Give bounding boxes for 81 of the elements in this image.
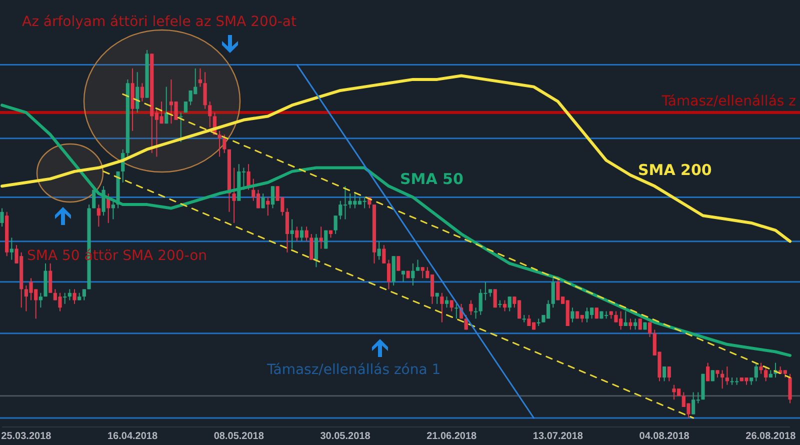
candlestick	[720, 370, 724, 390]
candlestick	[764, 366, 768, 382]
annotation: Támasz/ellenállás zóna 1	[266, 362, 441, 378]
candlestick	[232, 167, 236, 224]
candlestick	[759, 362, 763, 374]
candlestick	[82, 288, 86, 301]
candlestick	[469, 300, 473, 316]
candlestick	[570, 307, 574, 323]
x-tick-label: 16.04.2018	[107, 431, 158, 442]
ref-line-label: Támasz/ellenállás z	[660, 94, 796, 110]
candlestick	[266, 196, 270, 216]
candlestick	[624, 310, 628, 326]
candlestick	[522, 314, 526, 323]
candlestick	[440, 292, 444, 323]
x-tick-label: 08.05.2018	[214, 431, 264, 442]
candlestick	[295, 226, 299, 242]
candlestick	[203, 72, 207, 110]
candlestick	[396, 256, 400, 272]
candlestick	[474, 307, 478, 320]
candlestick	[270, 186, 275, 209]
candlestick	[382, 244, 386, 264]
candlestick	[706, 362, 710, 382]
candlestick	[96, 204, 100, 228]
candlestick	[72, 288, 76, 304]
candlestick	[508, 296, 512, 312]
candlestick	[38, 292, 42, 308]
candlestick	[450, 300, 454, 312]
candlestick	[788, 373, 792, 404]
candlestick	[648, 322, 652, 338]
candlestick	[222, 134, 226, 154]
x-tick-label: 26.08.2018	[746, 431, 796, 442]
candlestick	[102, 186, 106, 216]
candlestick	[493, 288, 497, 308]
x-tick-label: 13.07.2018	[532, 431, 584, 442]
candlestick	[411, 262, 415, 286]
candlestick	[179, 112, 183, 142]
series-label: SMA 200	[638, 161, 712, 179]
candlestick	[498, 300, 502, 308]
candlestick	[334, 215, 338, 234]
candlestick	[140, 82, 144, 102]
candlestick	[377, 240, 381, 260]
candlestick	[0, 208, 4, 228]
candlestick	[386, 259, 391, 290]
x-tick-label: 21.06.2018	[426, 431, 478, 442]
candlestick	[304, 226, 308, 242]
candlestick	[628, 318, 632, 330]
text: Az árfolyam áttöri lefele az SMA 200-at	[22, 14, 297, 30]
candlestick	[754, 362, 758, 382]
candlestick	[319, 226, 323, 250]
x-tick-label: 25.03.2018	[1, 431, 52, 442]
candlestick	[551, 278, 555, 308]
candlestick	[667, 366, 671, 382]
candlestick	[261, 193, 265, 209]
candlestick	[454, 303, 458, 320]
candlestick	[68, 288, 72, 301]
candlestick	[136, 72, 140, 114]
candlestick	[662, 366, 666, 382]
candlestick	[725, 366, 729, 386]
x-tick-label: 04.08.2018	[639, 431, 690, 442]
candlestick	[502, 300, 507, 312]
x-tick-label: 30.05.2018	[320, 431, 371, 442]
candlestick	[208, 101, 212, 128]
candlestick	[300, 226, 304, 242]
candlestick	[536, 318, 540, 326]
candlestick	[420, 266, 424, 279]
candlestick	[310, 234, 314, 260]
series-label: SMA 50	[400, 170, 464, 188]
candlestick	[290, 218, 294, 250]
candlestick	[218, 130, 222, 158]
candlestick	[10, 237, 14, 260]
candlestick	[444, 296, 449, 308]
candlestick	[164, 86, 168, 124]
candlestick	[314, 234, 318, 268]
candlestick	[285, 208, 290, 253]
candlestick	[198, 68, 202, 88]
candlestick	[464, 314, 468, 330]
candlestick	[63, 292, 67, 304]
candlestick	[416, 259, 420, 272]
candlestick	[634, 318, 638, 330]
candlestick	[48, 262, 52, 294]
candlestick	[111, 200, 115, 220]
